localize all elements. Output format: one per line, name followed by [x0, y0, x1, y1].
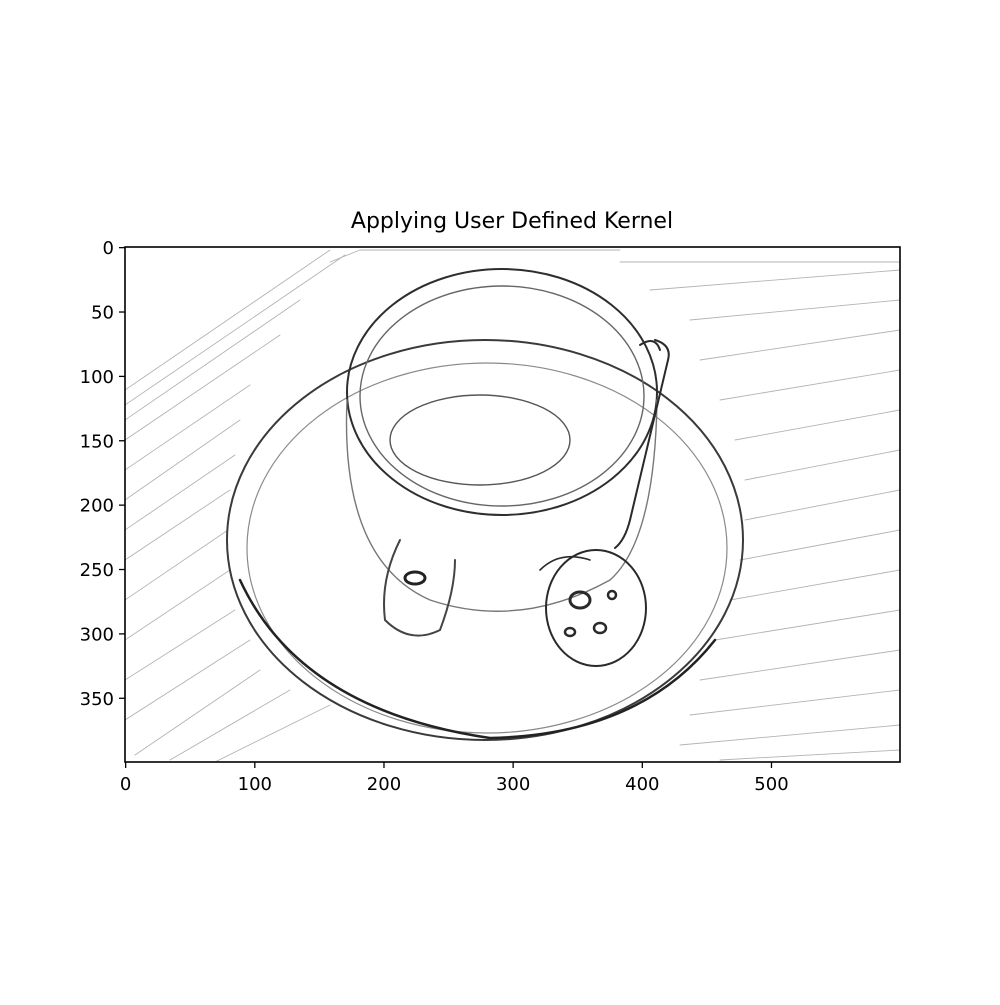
x-tick-label: 0 — [120, 774, 131, 795]
y-tick-label: 100 — [80, 367, 114, 388]
table-texture — [125, 249, 900, 762]
x-tick-label: 200 — [367, 774, 401, 795]
x-tick-label: 100 — [238, 774, 272, 795]
x-axis: 0 100 200 300 400 500 — [120, 762, 789, 795]
spoon-outline — [539, 339, 670, 667]
y-tick-label: 250 — [80, 560, 114, 581]
y-tick-label: 50 — [91, 303, 114, 324]
y-tick-label: 0 — [103, 238, 114, 259]
y-tick-label: 200 — [80, 496, 114, 517]
y-tick-label: 350 — [80, 689, 114, 710]
saucer-outline — [226, 339, 744, 741]
x-tick-label: 300 — [496, 774, 530, 795]
x-tick-label: 400 — [625, 774, 659, 795]
plot-background — [125, 247, 900, 762]
y-axis: 0 50 100 150 200 250 300 350 — [80, 238, 125, 710]
y-tick-label: 300 — [80, 624, 114, 645]
image-content — [125, 249, 900, 762]
chart-title: Applying User Defined Kernel — [351, 209, 673, 234]
x-tick-label: 500 — [754, 774, 788, 795]
y-tick-label: 150 — [80, 431, 114, 452]
cup-outline — [345, 268, 658, 637]
